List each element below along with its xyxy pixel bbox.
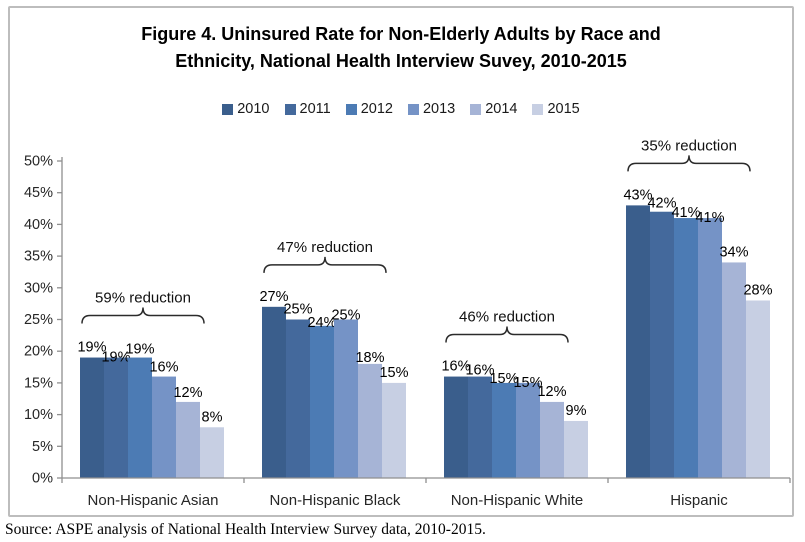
reduction-label: 46% reduction <box>459 309 555 326</box>
bar-2014 <box>540 401 564 478</box>
bar-value-label: 16% <box>465 363 494 379</box>
reduction-brace <box>81 307 205 324</box>
bar-2015 <box>564 420 588 478</box>
legend-label: 2012 <box>360 101 393 117</box>
legend-item-2012: 2012 <box>345 101 393 117</box>
bar-value-label: 12% <box>173 385 202 401</box>
bar-2011 <box>286 319 310 478</box>
reduction-label: 59% reduction <box>95 290 191 307</box>
bar-2013 <box>152 376 176 478</box>
bar-2011 <box>468 376 492 478</box>
y-tick-label: 35% <box>24 249 53 265</box>
bar-value-label: 42% <box>647 196 676 212</box>
legend-label: 2015 <box>547 101 580 117</box>
legend-swatch <box>470 103 482 115</box>
bar-value-label: 15% <box>489 371 518 387</box>
source-note: Source: ASPE analysis of National Health… <box>5 521 486 538</box>
y-tick-label: 20% <box>24 344 53 360</box>
bar-value-label: 25% <box>283 302 312 318</box>
legend-item-2013: 2013 <box>407 101 456 117</box>
bar-2015 <box>200 427 224 478</box>
bar-value-label: 19% <box>77 340 106 356</box>
bar-2015 <box>382 382 406 478</box>
legend-item-2014: 2014 <box>470 101 517 117</box>
bar-2012 <box>310 325 334 478</box>
category-label: Non-Hispanic Black <box>270 492 401 509</box>
bar-2011 <box>650 211 674 478</box>
bar-value-label: 15% <box>379 365 408 381</box>
bar-2014 <box>176 401 200 478</box>
chart-title-line-1: Figure 4. Uninsured Rate for Non-Elderly… <box>141 24 661 44</box>
bar-2014 <box>358 363 382 478</box>
bar-2012 <box>492 382 516 478</box>
legend-label: 2010 <box>237 101 270 117</box>
bar-2010 <box>626 205 650 478</box>
bar-value-label: 16% <box>441 359 470 375</box>
reduction-brace <box>627 155 751 172</box>
bar-2010 <box>80 357 104 478</box>
bar-2012 <box>674 218 698 478</box>
category-label: Non-Hispanic White <box>451 492 584 509</box>
legend-label: 2014 <box>485 101 518 117</box>
chart-title-line-2: Ethnicity, National Health Interview Suv… <box>175 51 627 71</box>
bar-value-label: 15% <box>513 375 542 391</box>
bar-2013 <box>698 218 722 478</box>
bar-value-label: 41% <box>695 210 724 226</box>
bar-value-label: 25% <box>331 308 360 324</box>
bar-value-label: 43% <box>623 187 652 203</box>
bar-value-label: 28% <box>743 282 772 298</box>
legend-swatch <box>407 103 419 115</box>
y-tick-label: 45% <box>24 185 53 201</box>
bar-2012 <box>128 357 152 478</box>
category-label: Hispanic <box>670 492 728 509</box>
y-tick-label: 10% <box>24 407 53 423</box>
bar-2011 <box>104 357 128 478</box>
legend-swatch <box>532 103 544 115</box>
reduction-label: 47% reduction <box>277 239 373 256</box>
y-tick-label: 40% <box>24 217 53 233</box>
y-tick-label: 30% <box>24 280 53 296</box>
bar-2013 <box>516 382 540 478</box>
chart-title: Figure 4. Uninsured Rate for Non-Elderly… <box>10 21 792 75</box>
y-tick-label: 5% <box>32 439 53 455</box>
bar-value-label: 9% <box>566 403 587 419</box>
reduction-brace <box>263 256 387 273</box>
bar-value-label: 12% <box>537 384 566 400</box>
bar-value-label: 16% <box>149 360 178 376</box>
bar-value-label: 41% <box>671 205 700 221</box>
bar-value-label: 34% <box>719 244 748 260</box>
legend-swatch <box>345 103 357 115</box>
legend-label: 2011 <box>299 101 331 117</box>
y-tick-label: 25% <box>24 312 53 328</box>
legend-swatch <box>284 103 296 115</box>
legend-item-2011: 2011 <box>284 101 331 117</box>
bar-value-label: 8% <box>202 409 223 425</box>
bar-value-label: 18% <box>355 350 384 366</box>
legend-swatch <box>222 103 234 115</box>
y-tick-label: 0% <box>32 471 53 487</box>
bar-value-label: 24% <box>307 315 336 331</box>
bar-value-label: 19% <box>125 342 154 358</box>
bar-2014 <box>722 262 746 478</box>
category-label: Non-Hispanic Asian <box>88 492 219 509</box>
y-tick-label: 50% <box>24 154 53 170</box>
bar-value-label: 19% <box>101 350 130 366</box>
bar-2010 <box>262 306 286 478</box>
chart-legend: 2010 2011 2012 2013 2014 2015 <box>10 101 792 117</box>
reduction-brace <box>445 326 569 343</box>
y-tick-label: 15% <box>24 375 53 391</box>
legend-item-2015: 2015 <box>532 101 580 117</box>
bar-value-label: 27% <box>259 289 288 305</box>
reduction-label: 35% reduction <box>641 137 737 154</box>
legend-label: 2013 <box>422 101 456 117</box>
bar-2013 <box>334 319 358 478</box>
bar-2010 <box>444 376 468 478</box>
legend-item-2010: 2010 <box>222 101 270 117</box>
bar-2015 <box>746 300 770 478</box>
